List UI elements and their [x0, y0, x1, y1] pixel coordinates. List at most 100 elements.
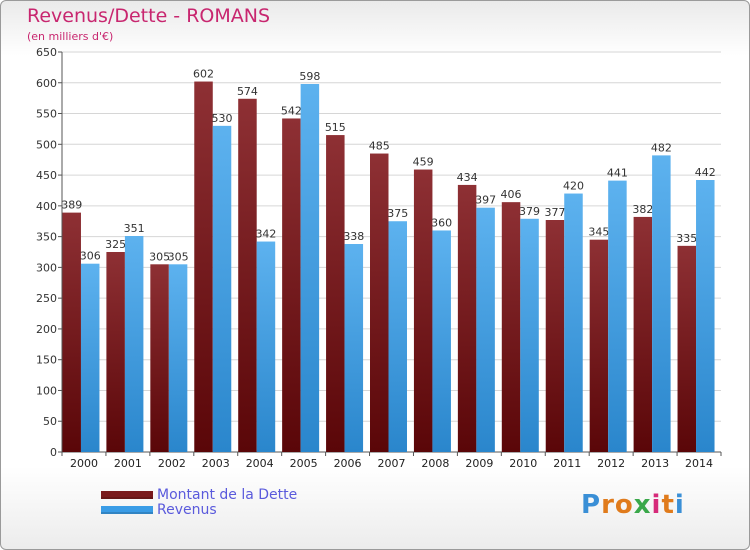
- data-label: 420: [563, 180, 584, 193]
- legend-label-dette: Montant de la Dette: [157, 486, 298, 503]
- y-tick-label: 500: [36, 138, 57, 151]
- x-tick-label: 2008: [421, 457, 449, 470]
- bar-dette: [501, 202, 521, 452]
- bar-revenus: [344, 244, 364, 452]
- y-tick-label: 400: [36, 200, 57, 213]
- x-tick-label: 2005: [290, 457, 318, 470]
- data-label: 406: [501, 188, 522, 201]
- y-tick-label: 150: [36, 354, 57, 367]
- bar-dette: [106, 252, 125, 452]
- y-tick-label: 100: [36, 384, 57, 397]
- data-label: 345: [588, 226, 609, 239]
- bar-revenus: [300, 84, 320, 452]
- data-label: 482: [651, 141, 672, 154]
- data-label: 379: [519, 205, 540, 218]
- data-label: 542: [281, 104, 302, 117]
- bar-revenus: [80, 263, 100, 452]
- brand-letter: o: [614, 490, 634, 520]
- bar-dette: [238, 98, 257, 453]
- legend-item-dette: Montant de la Dette: [101, 486, 298, 503]
- x-tick-label: 2003: [202, 457, 230, 470]
- x-tick-label: 2011: [553, 457, 581, 470]
- bar-dette: [413, 169, 433, 453]
- brand-letter: r: [601, 490, 615, 520]
- data-label: 530: [212, 112, 233, 125]
- bar-revenus: [652, 155, 671, 452]
- bar-dette: [194, 81, 213, 453]
- bar-dette: [545, 220, 565, 452]
- data-label: 389: [61, 199, 82, 212]
- bar-dette: [457, 184, 477, 452]
- data-label: 360: [431, 216, 452, 229]
- x-tick-label: 2006: [334, 457, 362, 470]
- y-tick-label: 250: [36, 292, 57, 305]
- bar-dette: [150, 264, 169, 452]
- chart-title: Revenus/Dette - ROMANS: [27, 5, 271, 27]
- legend: Montant de la Dette Revenus: [101, 486, 298, 518]
- bar-dette: [633, 216, 653, 452]
- data-label: 325: [105, 238, 126, 251]
- bar-dette: [677, 245, 697, 452]
- y-tick-label: 200: [36, 323, 57, 336]
- y-tick-label: 550: [36, 108, 57, 121]
- bar-revenus: [432, 230, 451, 452]
- x-tick-label: 2012: [597, 457, 625, 470]
- data-label: 515: [325, 121, 346, 134]
- y-tick-label: 50: [43, 415, 57, 428]
- y-tick-label: 600: [36, 77, 57, 90]
- data-label: 338: [343, 230, 364, 243]
- bar-dette: [326, 135, 345, 453]
- bar-revenus: [124, 236, 144, 452]
- bar-revenus: [212, 125, 232, 452]
- bar-dette: [589, 239, 609, 452]
- bar-revenus: [388, 221, 407, 452]
- data-label: 441: [607, 167, 628, 180]
- bar-revenus: [520, 218, 539, 452]
- data-label: 335: [676, 232, 697, 245]
- data-label: 382: [632, 203, 653, 216]
- bar-revenus: [696, 180, 715, 452]
- data-label: 485: [369, 140, 390, 153]
- y-tick-label: 350: [36, 231, 57, 244]
- brand-letter: P: [581, 490, 602, 520]
- y-tick-label: 450: [36, 169, 57, 182]
- x-tick-label: 2002: [158, 457, 186, 470]
- data-label: 442: [695, 166, 716, 179]
- y-tick-label: 300: [36, 261, 57, 274]
- data-label: 602: [193, 68, 214, 81]
- data-label: 598: [299, 70, 320, 83]
- x-tick-label: 2014: [685, 457, 713, 470]
- x-tick-label: 2001: [114, 457, 142, 470]
- data-label: 305: [168, 250, 189, 263]
- brand-logo: Proxiti: [581, 490, 685, 520]
- data-label: 574: [237, 85, 258, 98]
- data-label: 434: [457, 171, 478, 184]
- legend-swatch-revenus: [101, 505, 153, 514]
- x-tick-label: 2004: [246, 457, 274, 470]
- legend-label-revenus: Revenus: [157, 501, 217, 518]
- data-label: 377: [544, 206, 565, 219]
- data-label: 351: [124, 222, 145, 235]
- data-label: 305: [149, 250, 170, 263]
- data-label: 306: [80, 250, 101, 263]
- data-label: 342: [255, 228, 276, 241]
- bar-revenus: [564, 193, 583, 453]
- x-tick-label: 2000: [70, 457, 98, 470]
- data-label: 459: [413, 156, 434, 169]
- brand-letter: x: [633, 490, 652, 520]
- bar-dette: [62, 212, 81, 452]
- x-tick-label: 2007: [378, 457, 406, 470]
- data-label: 397: [475, 194, 496, 207]
- brand-letter: i: [674, 490, 685, 520]
- legend-item-revenus: Revenus: [101, 501, 297, 518]
- bar-revenus: [476, 207, 495, 452]
- brand-letter: t: [661, 490, 675, 520]
- x-tick-label: 2013: [641, 457, 669, 470]
- x-tick-label: 2009: [465, 457, 493, 470]
- bar-revenus: [608, 180, 627, 452]
- y-tick-label: 0: [50, 446, 57, 459]
- bar-dette: [282, 118, 301, 452]
- bar-dette: [370, 153, 389, 453]
- data-label: 375: [387, 207, 408, 220]
